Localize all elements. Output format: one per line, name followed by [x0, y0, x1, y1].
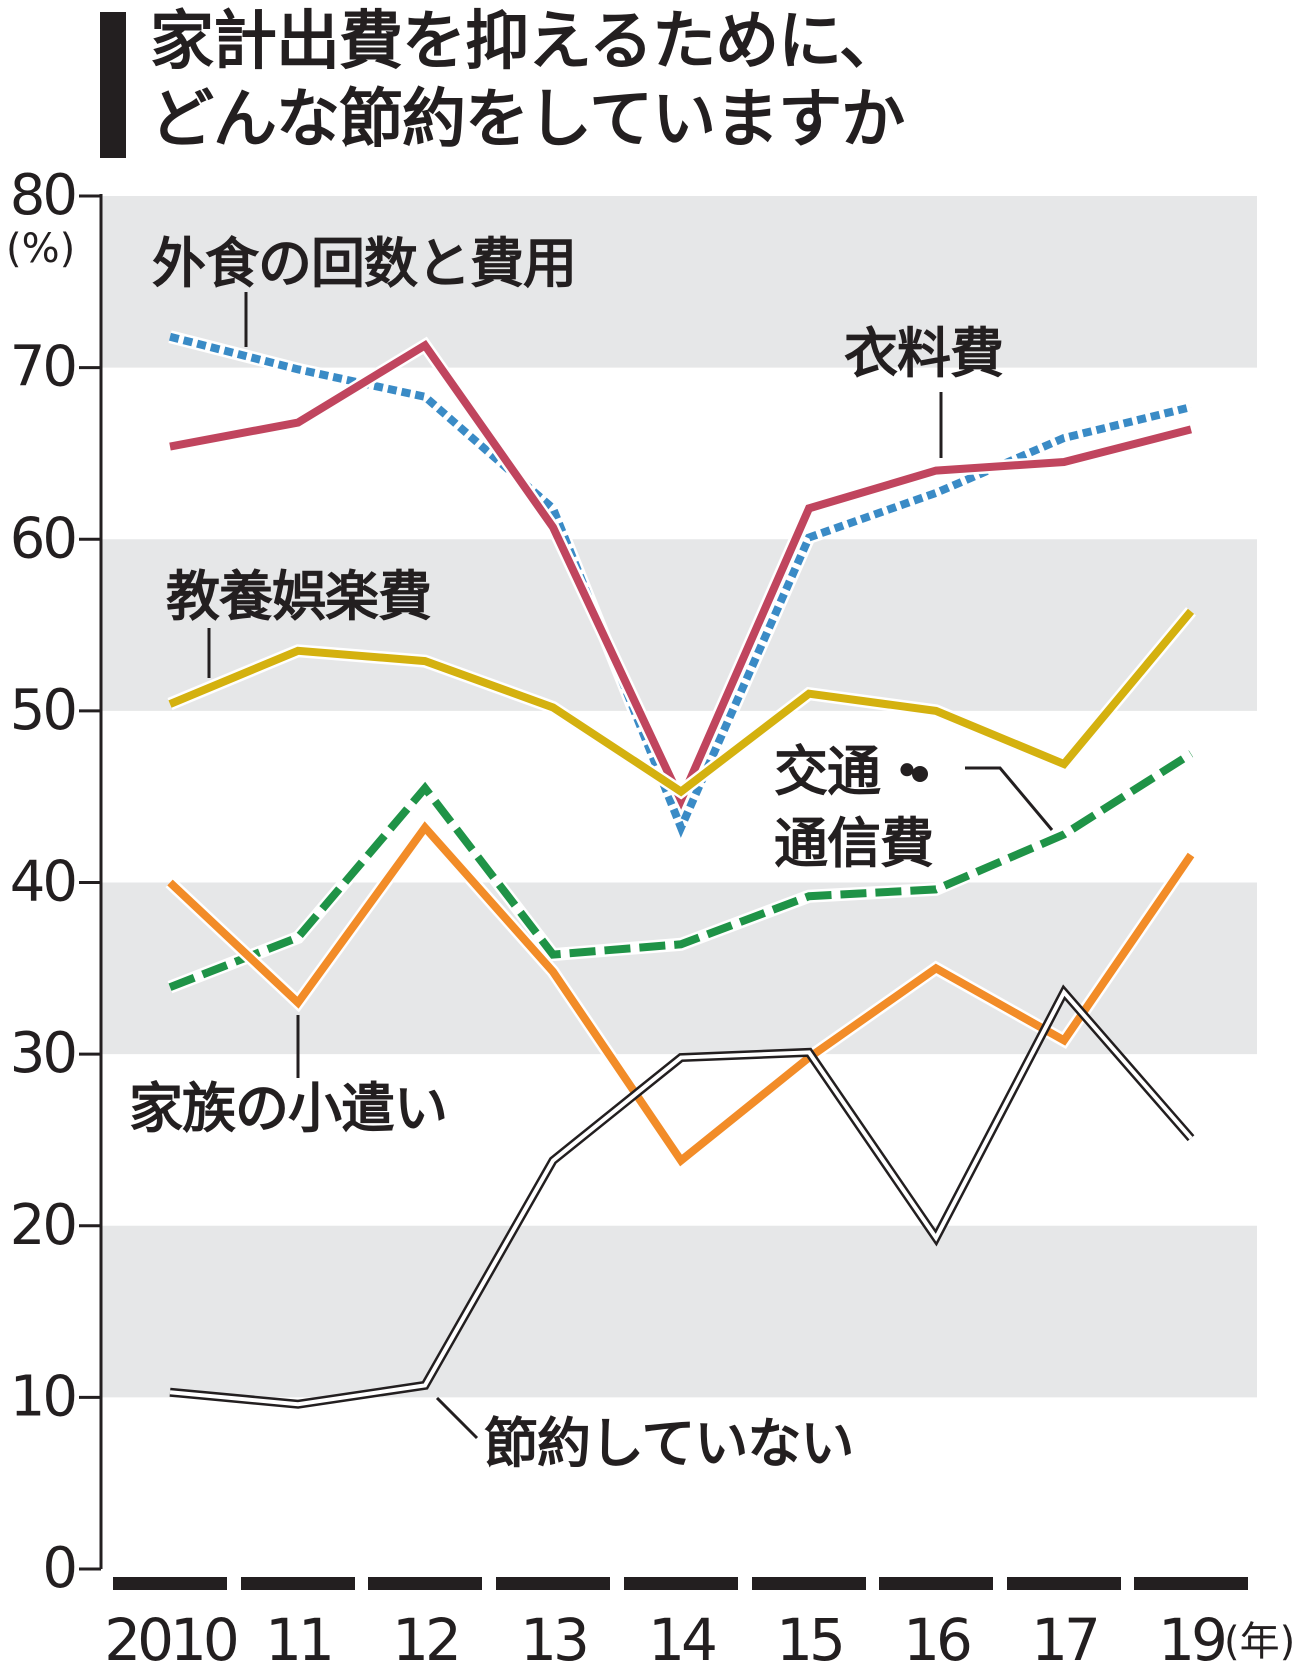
grid-bands: [101, 196, 1257, 1398]
axes: 0 10 20 30 40 50 60 70 80(%) 2010 11 12 13 14 15 16 17 19…: [6, 163, 1295, 1667]
x-tick-label: 16: [903, 1606, 970, 1667]
y-tick-label: 20: [10, 1193, 75, 1258]
x-axis-segment: [624, 1577, 738, 1590]
grid-band: [101, 196, 1257, 368]
series-lines: [165, 330, 1197, 1409]
leader-no-saving: [435, 1396, 479, 1440]
x-axis-segment: [752, 1577, 866, 1590]
label-transport-2: 通信費: [774, 812, 933, 875]
label-no-saving: 節約していない: [484, 1412, 853, 1475]
x-axis-segment: [1134, 1577, 1248, 1590]
y-axis-unit: (%): [6, 226, 75, 272]
label-family-allowance: 家族の小遣い: [129, 1077, 447, 1140]
label-transport-1: 交通・: [774, 740, 933, 803]
y-tick-label: 50: [10, 678, 75, 743]
x-axis-segment: [496, 1577, 610, 1590]
series-節約していない: [169, 984, 1195, 1409]
x-axis-segment: [368, 1577, 482, 1590]
y-tick-label: 40: [10, 850, 75, 915]
bullet-dot: [912, 766, 928, 782]
title-line-2: どんな節約をしていますか: [150, 83, 905, 157]
x-axis-segment: [113, 1577, 227, 1590]
x-tick-label: 13: [520, 1606, 586, 1667]
series-交通・通信費: [167, 748, 1195, 994]
y-tick-label: 60: [10, 506, 75, 571]
x-tick-label: 14: [648, 1606, 715, 1667]
x-axis-segment: [1007, 1577, 1121, 1590]
x-tick-label: 17: [1031, 1606, 1097, 1667]
x-tick-label: 12: [392, 1606, 458, 1667]
y-tick-label: 80: [10, 163, 75, 228]
title-accent-bar: [100, 12, 126, 158]
y-tick-label: 30: [10, 1021, 75, 1086]
x-axis-unit: (年): [1224, 1619, 1295, 1665]
x-tick-label: 11: [265, 1606, 331, 1667]
title-line-1: 家計出費を抑えるために、: [150, 5, 903, 79]
series-家族の小遣い: [165, 817, 1197, 1171]
label-eating-out: 外食の回数と費用: [152, 232, 576, 295]
label-education: 教養娯楽費: [166, 565, 431, 628]
grid-band: [101, 539, 1257, 711]
leader-transport: [965, 766, 1054, 831]
series-教養娯楽費: [167, 607, 1196, 800]
x-axis-segment: [241, 1577, 355, 1590]
series-外食の回数と費用: [168, 330, 1193, 845]
x-tick-label: 15: [776, 1606, 842, 1667]
y-tick-label: 0: [42, 1536, 75, 1601]
x-tick-label: 19: [1158, 1606, 1224, 1667]
x-tick-label: 2010: [104, 1606, 237, 1667]
y-tick-label: 10: [10, 1364, 75, 1429]
series-衣料費: [168, 336, 1193, 816]
y-tick-label: 70: [10, 335, 75, 400]
grid-band: [101, 882, 1257, 1055]
x-axis-segment: [879, 1577, 993, 1590]
label-clothing: 衣料費: [844, 322, 1003, 385]
grid-band: [101, 1225, 1257, 1398]
